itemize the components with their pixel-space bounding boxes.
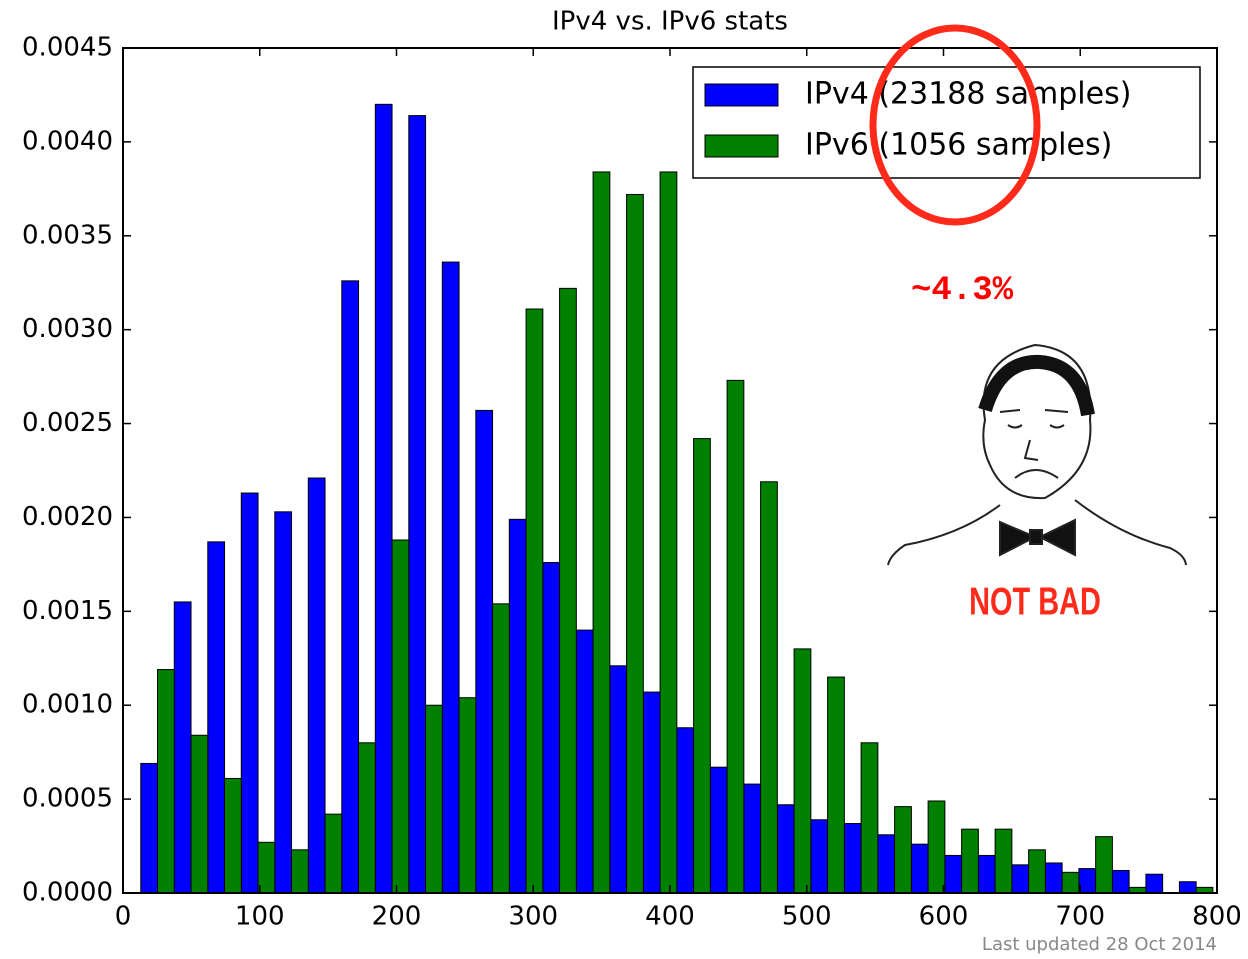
bar — [173, 601, 192, 894]
bar — [676, 727, 695, 894]
y-tick-label: 0.0020 — [22, 502, 113, 532]
bar — [240, 492, 259, 894]
x-tick-label: 200 — [372, 902, 422, 932]
bar — [1011, 864, 1030, 894]
bar — [1095, 836, 1113, 894]
bar — [257, 841, 276, 894]
bar — [709, 766, 728, 894]
bar — [693, 438, 711, 894]
legend-swatch — [704, 134, 779, 158]
bar — [190, 734, 209, 894]
bar — [408, 115, 427, 894]
chart-title: IPv4 vs. IPv6 stats — [552, 7, 788, 37]
bar — [776, 804, 795, 894]
plot-area — [140, 103, 1214, 894]
bar — [1078, 868, 1097, 894]
bar — [441, 261, 460, 894]
y-tick-label: 0.0025 — [22, 408, 113, 438]
bar — [810, 819, 829, 894]
bar — [291, 849, 309, 894]
bar — [894, 806, 912, 894]
bar — [642, 691, 661, 894]
bar — [140, 762, 159, 894]
legend-label: IPv4 (23188 samples) — [805, 77, 1131, 112]
y-tick-label: 0.0005 — [22, 784, 113, 814]
bar — [944, 854, 963, 894]
bar — [274, 511, 293, 894]
y-tick-label: 0.0035 — [22, 220, 113, 250]
bar — [1111, 869, 1130, 894]
y-tick-label: 0.0000 — [22, 878, 113, 908]
bar — [659, 171, 678, 894]
x-tick-label: 500 — [782, 902, 832, 932]
bar — [760, 481, 778, 894]
bar — [910, 843, 929, 894]
bar — [525, 308, 544, 894]
bar — [508, 518, 527, 894]
bar — [793, 648, 812, 894]
y-tick-label: 0.0030 — [22, 314, 113, 344]
bar — [1178, 881, 1197, 894]
x-tick-label: 600 — [919, 902, 969, 932]
bar — [877, 834, 896, 894]
bar — [994, 828, 1013, 894]
annotation: NOT BAD — [969, 580, 1101, 623]
bar — [425, 704, 443, 894]
x-tick-label: 400 — [645, 902, 695, 932]
bar — [592, 171, 611, 894]
x-tick-label: 300 — [508, 902, 558, 932]
bar — [1028, 849, 1046, 894]
y-tick-label: 0.0040 — [22, 126, 113, 156]
bar — [341, 280, 360, 894]
bar — [358, 742, 376, 894]
bar — [1061, 871, 1080, 894]
y-tick-label: 0.0015 — [22, 596, 113, 626]
bar — [1044, 862, 1063, 894]
bar — [458, 697, 477, 894]
annotation: ~4.3% — [911, 272, 1014, 310]
bar — [827, 676, 845, 894]
y-tick-label: 0.0010 — [22, 690, 113, 720]
bar — [726, 379, 745, 894]
bar — [575, 629, 594, 894]
bar — [475, 409, 494, 894]
bar — [609, 665, 628, 894]
bar — [559, 287, 577, 894]
bar — [927, 800, 946, 894]
footnote: Last updated 28 Oct 2014 — [982, 934, 1217, 955]
bar — [743, 783, 762, 894]
x-tick-label: 800 — [1192, 902, 1242, 932]
bar — [374, 103, 393, 894]
meme-face — [887, 343, 1187, 566]
legend-label: IPv6 (1056 samples) — [805, 128, 1112, 163]
bar — [860, 742, 879, 894]
bar — [307, 477, 326, 894]
x-tick-label: 0 — [115, 902, 132, 932]
bar — [324, 813, 343, 894]
bar — [1145, 873, 1164, 894]
bar — [157, 669, 175, 894]
bar — [492, 603, 510, 894]
legend-swatch — [704, 83, 779, 107]
x-tick-label: 100 — [235, 902, 285, 932]
bar — [542, 562, 561, 894]
bar — [977, 854, 996, 894]
bar — [843, 823, 862, 894]
bar — [224, 777, 242, 894]
y-tick-label: 0.0045 — [22, 33, 113, 63]
highlight-circle — [869, 24, 1041, 226]
bar — [961, 828, 979, 894]
bar — [626, 193, 644, 894]
bar — [207, 541, 226, 894]
bar — [391, 539, 410, 894]
legend: IPv4 (23188 samples) IPv6 (1056 samples) — [692, 66, 1201, 179]
x-tick-label: 700 — [1055, 902, 1105, 932]
